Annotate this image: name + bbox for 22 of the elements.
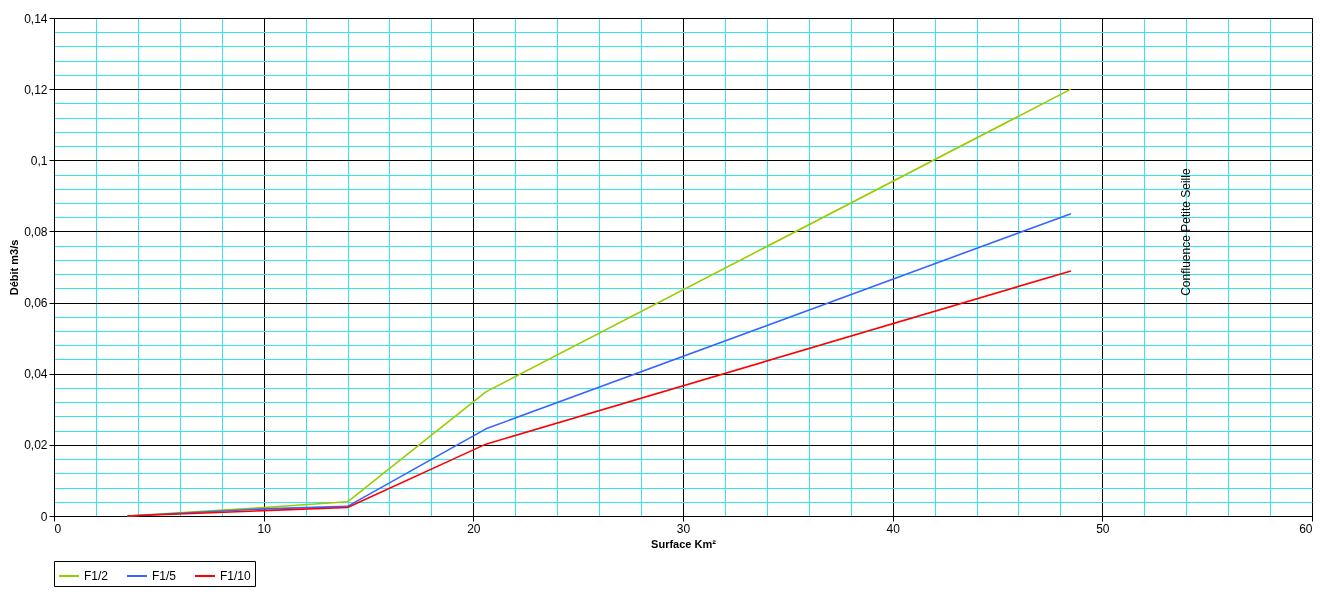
y-tick-label: 0,08 <box>24 224 48 239</box>
y-tick-label: 0,14 <box>24 11 48 26</box>
y-axis-title: Débit m3/s <box>8 239 21 296</box>
legend-label: F1/2 <box>84 569 109 583</box>
x-tick-label: 0 <box>54 521 62 536</box>
x-tick-label: 20 <box>467 521 481 536</box>
annotation: Confluence Petite Seille <box>1179 168 1194 296</box>
y-tick-label: 0 <box>40 509 48 524</box>
legend-label: F1/10 <box>220 569 252 583</box>
y-tick-label: 0,02 <box>24 438 48 453</box>
x-tick-label: 40 <box>886 521 901 536</box>
y-tick-label: 0,04 <box>24 367 48 382</box>
x-tick-label: 30 <box>676 521 691 536</box>
y-tick-label: 0,12 <box>24 82 48 97</box>
line-series <box>126 270 1072 517</box>
x-tick-label: 10 <box>257 521 272 536</box>
y-tick-label: 0,06 <box>24 296 48 311</box>
y-tick-label: 0,1 <box>30 153 48 168</box>
legend-label: F1/5 <box>152 569 177 583</box>
x-tick-label: 60 <box>1299 521 1313 536</box>
x-axis-title: Surface Km² <box>651 537 717 550</box>
x-tick-label: 50 <box>1096 521 1110 536</box>
